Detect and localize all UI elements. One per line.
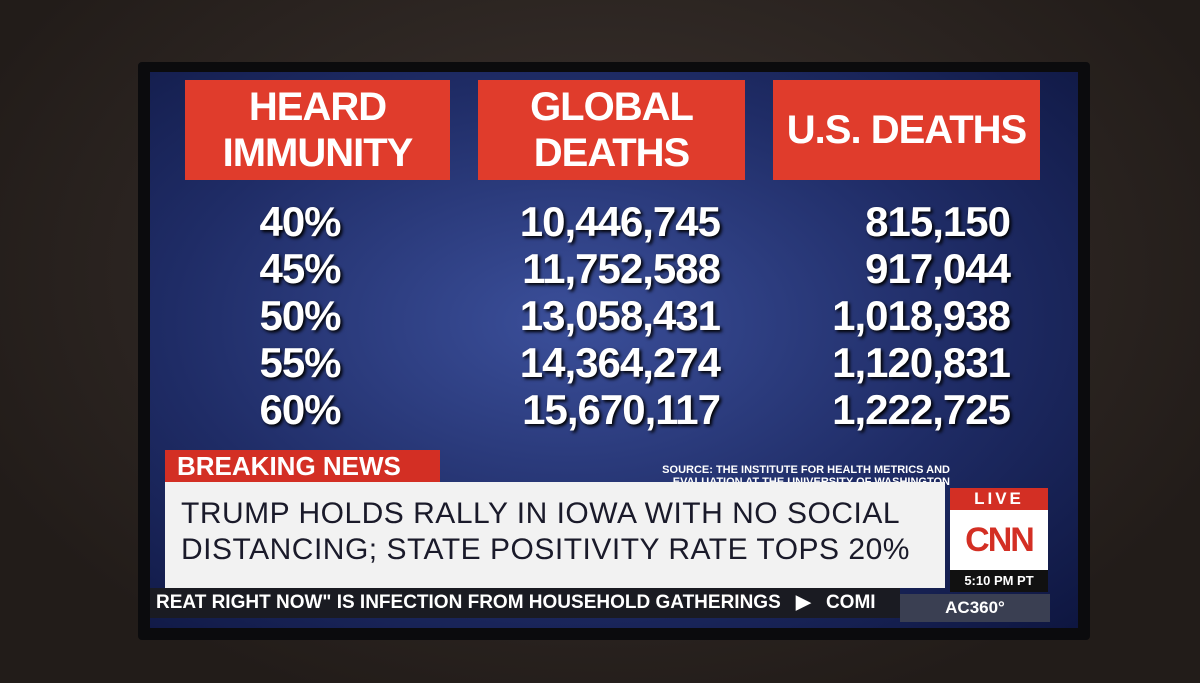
column-header: U.S. DEATHS	[773, 80, 1040, 180]
ticker-arrow: ▶	[796, 592, 811, 613]
ticker-bar: REAT RIGHT NOW" IS INFECTION FROM HOUSEH…	[150, 588, 900, 618]
table-cell: 917,044	[865, 245, 1011, 292]
table-cell: 1,222,725	[832, 386, 1011, 433]
live-label: LIVE	[950, 488, 1048, 510]
table-cell: 1,120,831	[832, 339, 1011, 386]
table-cell: 55%	[259, 339, 341, 386]
table-cell: 1,018,938	[832, 292, 1011, 339]
column-header: HEARD IMMUNITY	[185, 80, 450, 180]
table-cell: 15,670,117	[522, 386, 721, 433]
table-cell: 11,752,588	[522, 245, 721, 292]
table-cell: 14,364,274	[519, 339, 721, 386]
show-label: AC360°	[900, 594, 1050, 622]
tv-screen: SOURCE: THE INSTITUTE FOR HEALTH METRICS…	[150, 72, 1078, 628]
network-name: CNN	[965, 520, 1035, 559]
table-cell: 60%	[259, 386, 341, 433]
network-logo: CNN	[950, 510, 1048, 570]
table-cell: 50%	[259, 292, 341, 339]
time: 5:10 PM PT	[950, 570, 1048, 592]
breaking-label: BREAKING NEWS	[165, 450, 440, 482]
table-cell: 815,150	[865, 198, 1011, 245]
table-cell: 45%	[259, 245, 341, 292]
table-cell: 13,058,431	[519, 292, 721, 339]
table-cell: 10,446,745	[519, 198, 721, 245]
ticker-text: REAT RIGHT NOW" IS INFECTION FROM HOUSEH…	[156, 592, 781, 613]
headline: TRUMP HOLDS RALLY IN IOWA WITH NO SOCIAL…	[165, 482, 945, 588]
column-header: GLOBAL DEATHS	[478, 80, 745, 180]
ticker-next: COMI	[825, 592, 876, 613]
table-cell: 40%	[259, 198, 341, 245]
